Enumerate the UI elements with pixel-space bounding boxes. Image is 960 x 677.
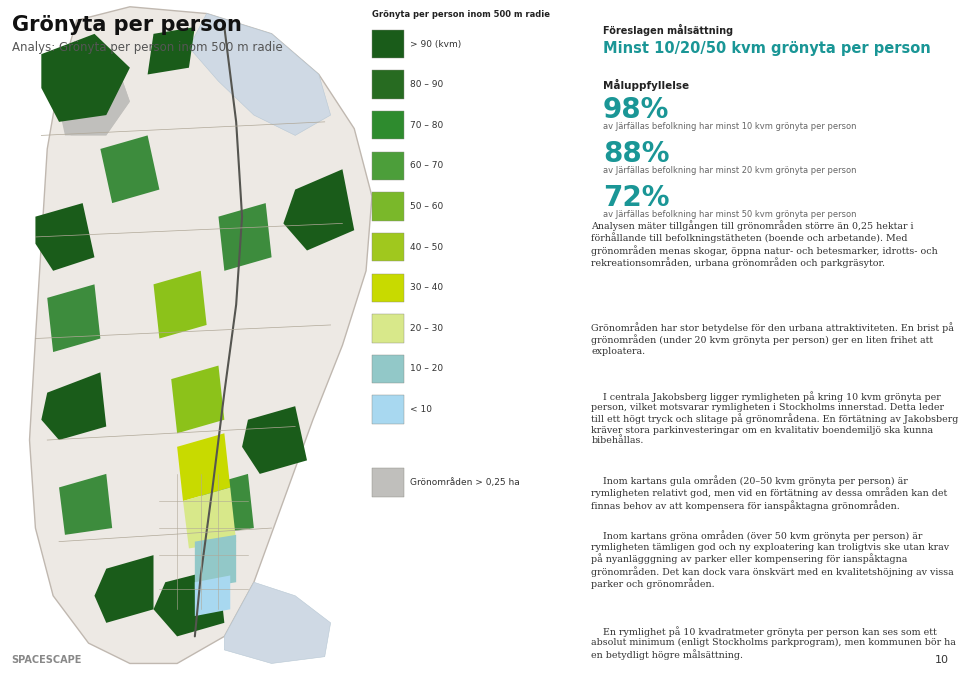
Polygon shape: [242, 406, 307, 474]
Text: Grönområden > 0,25 ha: Grönområden > 0,25 ha: [410, 478, 520, 487]
Text: Måluppfyllelse: Måluppfyllelse: [603, 79, 689, 91]
Text: Grönyta per person inom 500 m radie: Grönyta per person inom 500 m radie: [372, 10, 550, 19]
Text: Föreslagen målsättning: Föreslagen målsättning: [603, 24, 733, 36]
Text: 70 – 80: 70 – 80: [410, 121, 444, 130]
Polygon shape: [101, 135, 159, 203]
Text: Minst 10/20/50 kvm grönyta per person: Minst 10/20/50 kvm grönyta per person: [603, 41, 930, 56]
Text: 30 – 40: 30 – 40: [410, 283, 444, 292]
Text: av Järfällas befolkning har minst 50 kvm grönyta per person: av Järfällas befolkning har minst 50 kvm…: [603, 210, 856, 219]
Polygon shape: [60, 68, 130, 135]
FancyBboxPatch shape: [372, 111, 404, 139]
Polygon shape: [195, 575, 230, 616]
Text: I centrala Jakobsberg ligger rymligheten på kring 10 kvm grönyta per person, vil: I centrala Jakobsberg ligger rymligheten…: [591, 391, 959, 445]
Polygon shape: [154, 569, 225, 636]
FancyBboxPatch shape: [372, 70, 404, 99]
Text: 72%: 72%: [603, 184, 669, 212]
Polygon shape: [183, 487, 236, 548]
Text: 10: 10: [934, 655, 948, 665]
FancyBboxPatch shape: [372, 233, 404, 261]
Polygon shape: [60, 68, 130, 135]
Polygon shape: [148, 27, 195, 74]
Text: Grönområden har stor betydelse för den urbana attraktiviteten. En brist på gröno: Grönområden har stor betydelse för den u…: [591, 322, 954, 355]
Text: En rymlighet på 10 kvadratmeter grönyta per person kan ses som ett absolut minim: En rymlighet på 10 kvadratmeter grönyta …: [591, 626, 956, 659]
Polygon shape: [225, 582, 330, 663]
Polygon shape: [201, 474, 253, 535]
Text: 40 – 50: 40 – 50: [410, 242, 444, 252]
Text: Grönyta per person: Grönyta per person: [12, 15, 241, 35]
Text: av Järfällas befolkning har minst 20 kvm grönyta per person: av Järfällas befolkning har minst 20 kvm…: [603, 166, 856, 175]
Text: 98%: 98%: [603, 96, 669, 124]
FancyBboxPatch shape: [372, 30, 404, 58]
Polygon shape: [219, 203, 272, 271]
Polygon shape: [30, 7, 372, 663]
Text: SPACESCAPE: SPACESCAPE: [12, 655, 82, 665]
Polygon shape: [47, 284, 101, 352]
FancyBboxPatch shape: [372, 395, 404, 424]
Polygon shape: [177, 433, 230, 501]
Polygon shape: [94, 555, 154, 623]
Text: 80 – 90: 80 – 90: [410, 80, 444, 89]
Text: Analysen mäter tillgången till grönområden större än 0,25 hektar i förhållande t: Analysen mäter tillgången till grönområd…: [591, 220, 938, 268]
Text: < 10: < 10: [410, 405, 432, 414]
Polygon shape: [41, 372, 107, 440]
Text: 88%: 88%: [603, 140, 669, 168]
Polygon shape: [171, 366, 225, 433]
Polygon shape: [154, 271, 206, 338]
Text: av Järfällas befolkning har minst 10 kvm grönyta per person: av Järfällas befolkning har minst 10 kvm…: [603, 122, 856, 131]
Text: 10 – 20: 10 – 20: [410, 364, 444, 374]
Polygon shape: [41, 34, 130, 122]
Text: 20 – 30: 20 – 30: [410, 324, 444, 333]
FancyBboxPatch shape: [372, 355, 404, 383]
FancyBboxPatch shape: [372, 468, 404, 497]
Text: Inom kartans gröna områden (över 50 kvm grönyta per person) är rymligheten tämli: Inom kartans gröna områden (över 50 kvm …: [591, 531, 954, 589]
Text: 60 – 70: 60 – 70: [410, 161, 444, 171]
Text: 50 – 60: 50 – 60: [410, 202, 444, 211]
FancyBboxPatch shape: [372, 192, 404, 221]
FancyBboxPatch shape: [372, 314, 404, 343]
Polygon shape: [283, 169, 354, 250]
Polygon shape: [195, 535, 236, 589]
FancyBboxPatch shape: [372, 152, 404, 180]
Text: > 90 (kvm): > 90 (kvm): [410, 39, 462, 49]
Text: Inom kartans gula områden (20–50 kvm grönyta per person) är rymligheten relativt: Inom kartans gula områden (20–50 kvm grö…: [591, 475, 948, 511]
Polygon shape: [36, 203, 94, 271]
Polygon shape: [189, 14, 330, 135]
FancyBboxPatch shape: [372, 274, 404, 302]
Text: Analys: Grönyta per person inom 500 m radie: Analys: Grönyta per person inom 500 m ra…: [12, 41, 282, 53]
Polygon shape: [60, 474, 112, 535]
